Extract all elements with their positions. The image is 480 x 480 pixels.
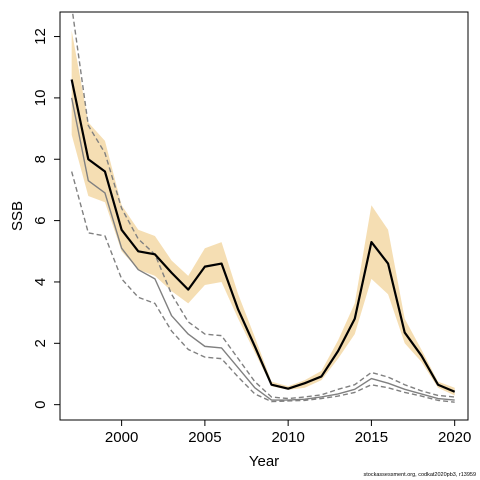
y-axis-title: SSB bbox=[9, 201, 26, 231]
x-tick-label: 2020 bbox=[438, 429, 471, 446]
y-tick-label: 10 bbox=[32, 90, 49, 107]
y-tick-label: 0 bbox=[32, 400, 49, 408]
y-tick-label: 8 bbox=[32, 155, 49, 163]
y-axis: 0 2 4 6 8 10 12 bbox=[32, 28, 60, 409]
x-axis: 2000 2005 2010 2015 2020 bbox=[105, 420, 471, 446]
x-axis-title: Year bbox=[249, 453, 279, 470]
series-line-dashed-grey-1 bbox=[71, 12, 455, 400]
footnote: stockassessment.org, codkat2020pb3, r139… bbox=[363, 472, 476, 478]
plot-frame bbox=[59, 11, 469, 421]
y-tick-label: 4 bbox=[32, 278, 49, 286]
confidence-band bbox=[71, 30, 455, 396]
series-line-solid-grey-1 bbox=[70, 97, 455, 401]
series-line-solid-black-1 bbox=[70, 79, 456, 393]
x-tick-label: 2010 bbox=[271, 429, 304, 446]
x-tick-label: 2000 bbox=[105, 429, 138, 446]
series-line-dashed-grey-2 bbox=[70, 171, 455, 403]
plot-area bbox=[70, 12, 456, 403]
y-tick-label: 12 bbox=[32, 28, 49, 45]
y-tick-label: 6 bbox=[32, 216, 49, 224]
x-tick-label: 2015 bbox=[355, 429, 388, 446]
x-tick-label: 2005 bbox=[188, 429, 221, 446]
y-tick-label: 2 bbox=[32, 339, 49, 347]
